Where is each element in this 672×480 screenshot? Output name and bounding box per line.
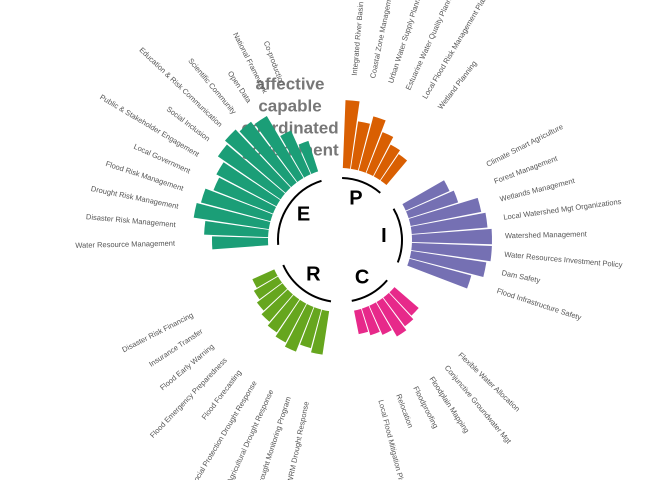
group-arc [351,279,388,302]
group-label: P [349,187,362,209]
bar [358,116,386,173]
bar [383,292,414,327]
category-label: Watershed Management [505,229,588,240]
bar [373,144,401,181]
category-label: WRM Drought Response [285,401,311,480]
bar [369,302,392,335]
bar [411,242,492,262]
bar [254,115,304,182]
bar [342,100,360,169]
group-arc [277,179,322,245]
category-label: Flood Infrastructure Safety [496,286,583,322]
bar [280,130,311,178]
category-label: Dam Safety [501,268,541,285]
bar [389,287,419,316]
bar [406,190,459,219]
bar [261,289,293,322]
bar [408,197,482,226]
bar [376,298,407,337]
category-label: Relocation [394,393,415,429]
bar [409,250,487,277]
category-label: Integrated River Basin Planning [350,0,368,76]
category-label: Local Watershed Mgt Organizations [503,197,622,222]
bar [253,276,282,300]
annotation: capable [258,96,321,115]
bar [275,299,307,343]
bar [410,212,488,234]
bar [366,132,394,177]
group-arc [342,177,381,194]
bar [193,203,271,230]
bar [212,236,269,250]
bar [284,303,314,352]
category-label: Scientific Community [186,56,238,116]
bar [407,258,472,289]
bar [216,162,281,207]
bar [200,188,273,222]
annotation: affective [256,74,325,93]
bar [380,154,408,185]
bar [311,309,330,355]
bar [204,220,269,238]
category-label: Disaster Risk Management [86,212,177,229]
group-label: C [355,266,369,288]
bar [411,228,492,245]
category-label: Water Resource Management [75,239,176,250]
category-label: Water Resources Investment Policy [504,250,623,270]
bar [267,295,300,333]
bar [402,180,450,211]
bar [354,308,369,335]
bar [217,144,285,200]
bar [300,307,322,349]
group-label: R [306,263,321,285]
group-arc [282,264,332,303]
bar [239,121,297,188]
bar [361,306,380,336]
group-label: I [381,225,387,247]
bar [256,283,288,311]
bar [298,140,319,174]
bar [252,269,278,288]
group-label: E [297,204,310,226]
bar [213,177,277,214]
bar [350,121,370,171]
category-label: Drought Risk Management [90,184,180,211]
group-arc [392,208,403,263]
bar [224,129,291,193]
